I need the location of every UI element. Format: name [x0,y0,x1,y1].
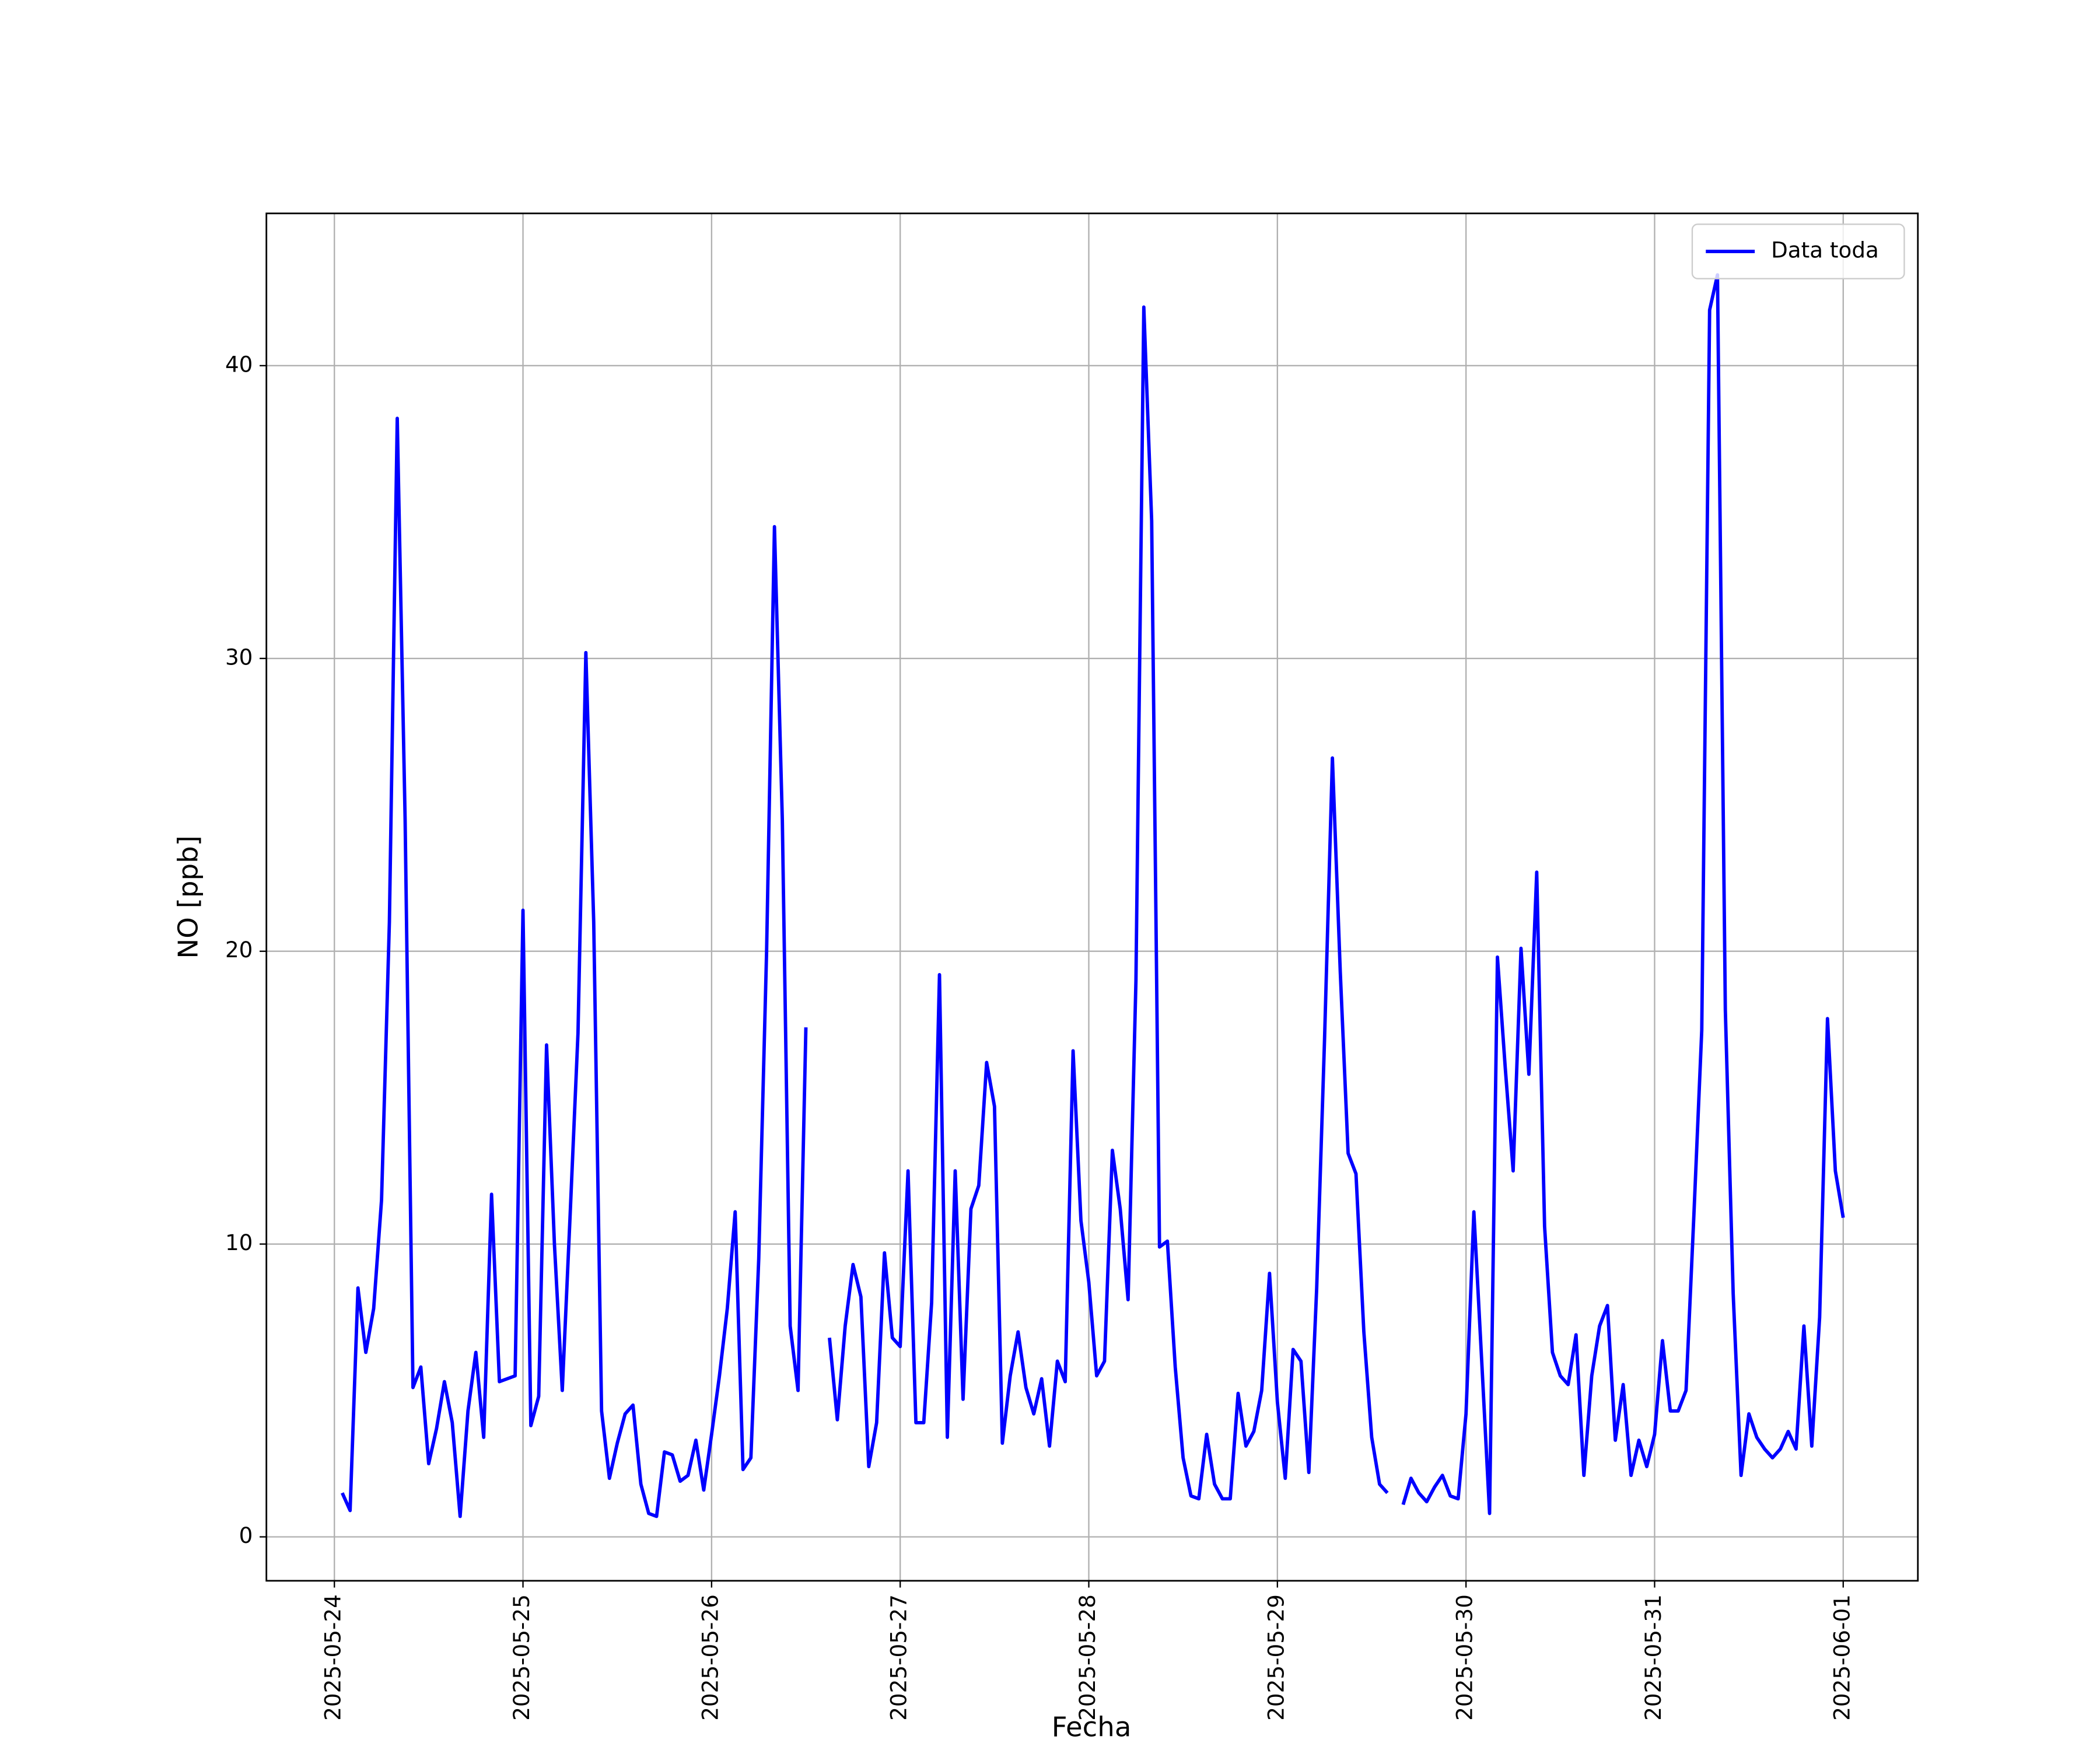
data-line [828,305,1389,1501]
y-tick-label: 10 [225,1230,253,1255]
legend-box [1691,223,1905,279]
x-tick-label: 2025-05-29 [1263,1594,1289,1721]
x-tick-label: 2025-06-01 [1829,1594,1854,1721]
x-axis-label: Fecha [1052,1711,1132,1742]
x-tick-label: 2025-05-27 [886,1594,912,1721]
plot-frame [265,212,1919,1582]
y-axis-label: NO [ppb] [173,835,204,958]
x-tick-label: 2025-05-30 [1452,1594,1478,1721]
y-tick-label: 40 [225,351,253,377]
y-tick-label: 30 [225,644,253,670]
y-tick-label: 0 [239,1522,253,1548]
x-tick-label: 2025-05-24 [320,1594,346,1721]
x-tick-label: 2025-05-25 [509,1594,534,1721]
legend-label: Data toda [1771,237,1879,263]
x-tick-label: 2025-05-31 [1640,1594,1666,1721]
y-tick-label: 20 [225,937,253,963]
x-tick-label: 2025-05-26 [697,1594,723,1721]
x-tick-label: 2025-05-28 [1074,1594,1100,1721]
data-line [1401,273,1845,1516]
data-line [341,416,808,1518]
